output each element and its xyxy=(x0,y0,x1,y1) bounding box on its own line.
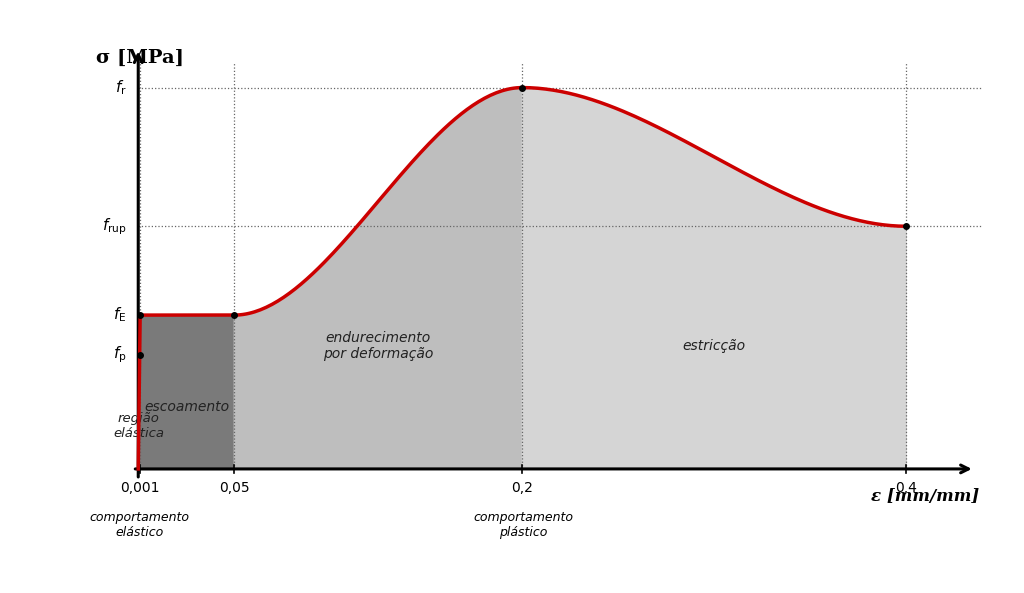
Text: estricção: estricção xyxy=(683,339,745,353)
Text: comportamento
plástico: comportamento plástico xyxy=(473,511,573,539)
Polygon shape xyxy=(138,315,140,469)
Text: 0,001: 0,001 xyxy=(121,481,160,495)
Text: ε [mm/mm]: ε [mm/mm] xyxy=(870,489,979,505)
Polygon shape xyxy=(522,88,906,469)
Text: $f_{\rm r}$: $f_{\rm r}$ xyxy=(115,78,127,97)
Text: 0,4: 0,4 xyxy=(895,481,918,495)
Text: escoamento: escoamento xyxy=(144,400,229,415)
Text: endurecimento
por deformação: endurecimento por deformação xyxy=(323,331,433,361)
Text: σ [MPa]: σ [MPa] xyxy=(96,49,184,66)
Text: $f_{\rm rup}$: $f_{\rm rup}$ xyxy=(102,216,127,237)
Text: $f_{\rm p}$: $f_{\rm p}$ xyxy=(113,345,127,365)
Text: 0,2: 0,2 xyxy=(511,481,534,495)
Polygon shape xyxy=(234,88,522,469)
Text: comportamento
elástico: comportamento elástico xyxy=(89,511,189,539)
Text: 0,05: 0,05 xyxy=(219,481,250,495)
Text: $f_{\rm E}$: $f_{\rm E}$ xyxy=(114,306,127,324)
Polygon shape xyxy=(140,315,234,469)
Text: região
elástica: região elástica xyxy=(114,412,165,439)
